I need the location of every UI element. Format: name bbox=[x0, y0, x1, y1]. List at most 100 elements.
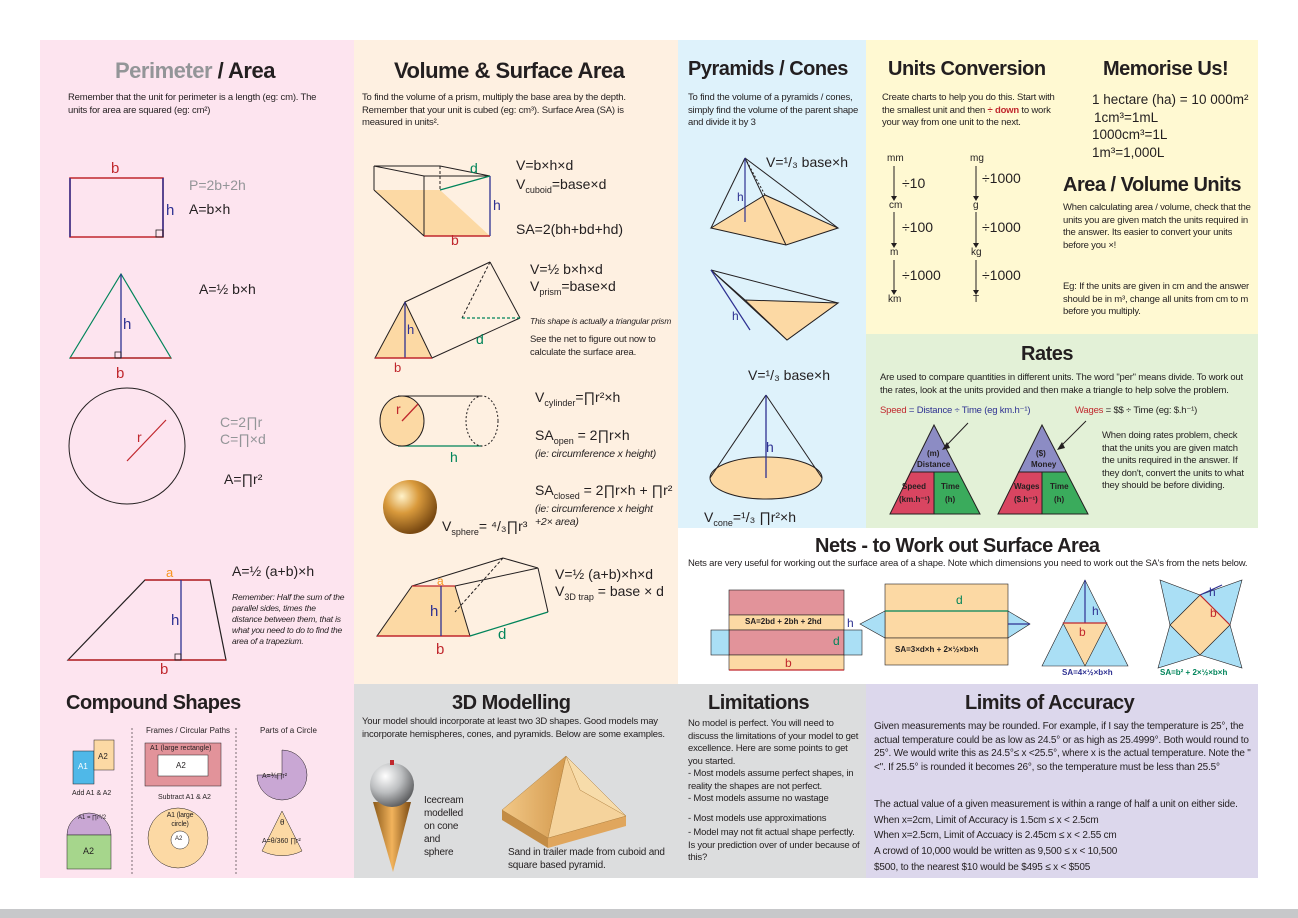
t1-top2: Distance bbox=[917, 460, 951, 469]
pyr-f3-sub: cone bbox=[713, 517, 733, 528]
rectangle-diagram bbox=[69, 177, 164, 238]
sphere-diagram bbox=[383, 480, 437, 534]
c-theta: θ bbox=[280, 818, 285, 827]
cone-diagram bbox=[709, 394, 823, 500]
pr-note2: See the net to figure out now to calcula… bbox=[530, 334, 656, 358]
rates-intro: Are used to compare quantities in differ… bbox=[880, 372, 1243, 396]
cub-f2-sub: cuboid bbox=[525, 184, 552, 195]
perimeter-panel bbox=[40, 40, 354, 684]
rates-title: Rates bbox=[1021, 343, 1073, 365]
pyramid2-diagram bbox=[710, 269, 840, 341]
accuracy-line-0: When x=2cm, Limit of Accuracy is 1.5cm ≤… bbox=[874, 815, 1099, 826]
n2-d: d bbox=[956, 593, 963, 607]
compound-title: Compound Shapes bbox=[66, 692, 241, 714]
n4-sa: SA=b² + 2×½×b×h bbox=[1160, 668, 1228, 677]
u-col2-3: T bbox=[973, 294, 980, 305]
pr-f2-v: V bbox=[530, 278, 540, 294]
sph-f-v: V bbox=[442, 518, 452, 534]
cub-f2: Vcuboid=base×d bbox=[516, 176, 606, 195]
u-col2-2: kg bbox=[971, 247, 982, 258]
u-col1-div0: ÷10 bbox=[902, 175, 926, 191]
pyr-f3-rest: =¹/₃ ∏r²×h bbox=[732, 509, 797, 525]
net1 bbox=[710, 589, 863, 671]
units-arrows bbox=[891, 166, 979, 295]
cyl-f1-sub: cylinder bbox=[544, 397, 576, 408]
accuracy-panel bbox=[866, 684, 1258, 878]
modelling-intro: Your model should incorporate at least t… bbox=[362, 716, 665, 740]
c-sub: Subtract A1 & A2 bbox=[158, 794, 211, 801]
circ-r-label: r bbox=[137, 429, 142, 445]
nets-intro: Nets are very useful for working out the… bbox=[688, 558, 1248, 569]
cyl-f3-note: (ie: circumference x height +2× area) bbox=[535, 503, 653, 528]
u-col1-1: cm bbox=[889, 200, 903, 211]
n4-b: b bbox=[1210, 606, 1217, 620]
t2-r1: Time bbox=[1050, 482, 1069, 491]
limitations-point-2: - Most models use approximations bbox=[688, 813, 827, 824]
accuracy-p1: Given measurements may be rounded. For e… bbox=[874, 721, 1251, 773]
modelling-title: 3D Modelling bbox=[452, 692, 571, 714]
cyl-f2-v: SA bbox=[535, 427, 554, 443]
units-intro: Create charts to help you do this. Start… bbox=[882, 92, 1062, 130]
accuracy-title: Limits of Accuracy bbox=[965, 692, 1135, 714]
circ-f1: C=2∏r bbox=[220, 414, 263, 430]
pr-b-label: b bbox=[394, 360, 402, 375]
area-units-title: Area / Volume Units bbox=[1063, 174, 1241, 196]
t2-r2: (h) bbox=[1054, 495, 1065, 504]
trap-a-label: a bbox=[166, 565, 174, 580]
t1-top1: (m) bbox=[927, 449, 940, 458]
limitations-body: No model is perfect. You will need to di… bbox=[688, 718, 859, 767]
trap-prism-diagram bbox=[376, 557, 549, 637]
tp-f1: V=½ (a+b)×h×d bbox=[555, 566, 654, 582]
tp-f2-rest: = base × d bbox=[593, 583, 664, 599]
rates-triangles bbox=[889, 420, 1089, 515]
perimeter-title-rest: / Area bbox=[212, 58, 276, 83]
rect-b-label: b bbox=[111, 160, 120, 177]
t1-r2: (h) bbox=[945, 495, 956, 504]
n2-sa: SA=3×d×h + 2×½×b×h bbox=[895, 645, 979, 654]
trap-area-formula: A=½ (a+b)×h bbox=[232, 563, 315, 579]
circ-f3: A=∏r² bbox=[224, 471, 263, 487]
sph-f: Vsphere= ⁴/₃∏r³ bbox=[442, 518, 527, 537]
rates-wages-rest: = $$ ÷ Time (eg: $.h⁻¹) bbox=[1103, 405, 1198, 416]
pyramids-panel bbox=[678, 40, 866, 528]
memorise-1: 1cm³=1mL bbox=[1094, 110, 1159, 125]
n1-h: h bbox=[847, 616, 854, 630]
pr-f2-rest: =base×d bbox=[561, 278, 616, 294]
trap-b-label: b bbox=[160, 661, 169, 678]
u-col2-1: g bbox=[973, 200, 979, 211]
pr-f1: V=½ b×h×d bbox=[530, 261, 603, 277]
limitations-point-0: - Most models assume perfect shapes, in … bbox=[688, 768, 854, 792]
cyl-f3: SAclosed = 2∏r×h + ∏r² bbox=[535, 482, 672, 501]
c-circle-a2: A2 bbox=[175, 836, 183, 842]
rates-wages-lbl: Wages bbox=[1075, 405, 1104, 416]
tp-f2: V3D trap = base × d bbox=[555, 583, 664, 602]
n1-b: b bbox=[785, 656, 792, 670]
memorise-title: Memorise Us! bbox=[1103, 58, 1229, 80]
net4 bbox=[1157, 579, 1243, 669]
cone-h: h bbox=[766, 439, 774, 455]
pyramids-intro: To find the volume of a pyramids / cones… bbox=[688, 92, 859, 128]
t2-top2: Money bbox=[1031, 460, 1057, 469]
limitations-title: Limitations bbox=[708, 692, 810, 714]
n3-b: b bbox=[1079, 625, 1086, 639]
compound-col3-head: Parts of a Circle bbox=[260, 726, 317, 735]
bottom-scrollbar[interactable] bbox=[0, 909, 1298, 918]
cyl-f2-rest: = 2∏r×h bbox=[573, 427, 630, 443]
accuracy-p2: The actual value of a given measurement … bbox=[874, 799, 1238, 810]
cub-d-label: d bbox=[470, 160, 478, 176]
pyr2-h: h bbox=[732, 309, 739, 323]
pr-h-label: h bbox=[407, 322, 415, 337]
c-semi: A1 = ∏r²/2 bbox=[78, 815, 107, 821]
pr-note1: This shape is actually a triangular pris… bbox=[530, 316, 672, 326]
rates-speed: Speed = Distance ÷ Time (eg km.h⁻¹) bbox=[880, 405, 1070, 418]
c-a2: A2 bbox=[98, 752, 108, 761]
units-intro-a: Create charts to help you do this. Start… bbox=[882, 92, 1055, 116]
u-col2-0: mg bbox=[970, 153, 984, 164]
t2-l2: ($.h⁻¹) bbox=[1014, 495, 1038, 504]
pyr1-h: h bbox=[737, 190, 744, 204]
c-a1: A1 bbox=[78, 762, 88, 771]
trap-note: Remember: Half the sum of the parallel s… bbox=[232, 592, 345, 646]
rates-wages: Wages = $$ ÷ Time (eg: $.h⁻¹) bbox=[1075, 405, 1255, 418]
rect-perimeter-formula: P=2b+2h bbox=[189, 177, 246, 193]
compound-frame-shapes bbox=[144, 742, 222, 869]
